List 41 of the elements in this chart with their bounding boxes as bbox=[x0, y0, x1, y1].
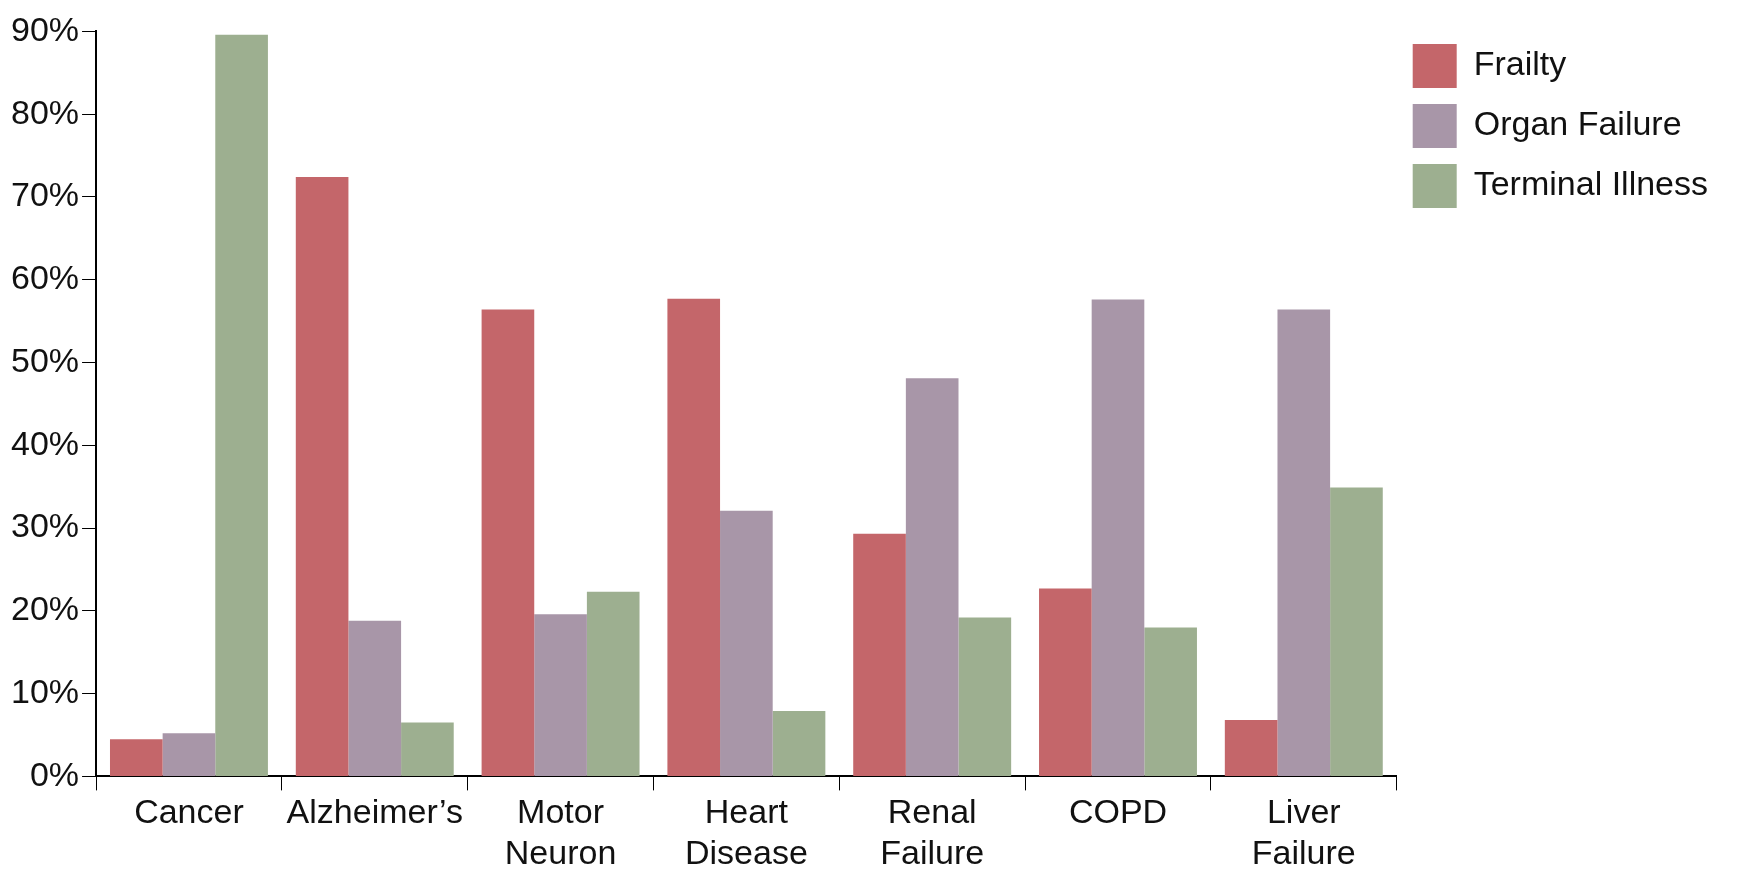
bar bbox=[1039, 588, 1092, 776]
x-tick-label: COPD bbox=[1068, 792, 1168, 831]
bar bbox=[295, 177, 349, 776]
bar bbox=[348, 620, 402, 776]
x-tick-label: Liver Failure bbox=[1251, 792, 1356, 871]
bar bbox=[109, 739, 163, 776]
legend-label: Frailty bbox=[1473, 44, 1567, 83]
bar bbox=[162, 733, 216, 776]
y-tick-label: 90% bbox=[10, 9, 80, 48]
bar bbox=[215, 34, 268, 776]
bar bbox=[586, 591, 640, 776]
bar bbox=[401, 722, 454, 776]
y-tick-label: 80% bbox=[10, 92, 80, 131]
bar bbox=[481, 309, 535, 776]
bar bbox=[720, 510, 773, 776]
y-tick-label: 10% bbox=[10, 672, 80, 710]
x-tick-label: Cancer bbox=[134, 792, 244, 831]
y-tick-label: 30% bbox=[10, 506, 80, 545]
bar bbox=[1144, 627, 1197, 776]
y-tick-label: 0% bbox=[29, 754, 80, 793]
y-tick-label: 40% bbox=[10, 423, 80, 462]
x-tick-label: Alzheimer’s bbox=[286, 792, 463, 831]
bar bbox=[667, 298, 721, 776]
bar bbox=[1277, 309, 1331, 776]
y-tick-label: 70% bbox=[10, 175, 80, 214]
legend-label: Terminal Illness bbox=[1473, 164, 1709, 203]
bar bbox=[905, 378, 959, 776]
bar bbox=[1091, 299, 1145, 776]
bar bbox=[534, 614, 587, 776]
legend-label: Organ Failure bbox=[1473, 104, 1682, 143]
x-tick-label: Renal Failure bbox=[880, 792, 985, 871]
x-tick-label: Motor Neuron bbox=[504, 792, 617, 871]
bar bbox=[772, 711, 826, 776]
x-tick-label: Heart Disease bbox=[684, 792, 808, 871]
y-tick-label: 20% bbox=[10, 589, 80, 628]
bar bbox=[853, 533, 906, 776]
bar bbox=[1224, 720, 1278, 776]
y-tick-label: 50% bbox=[10, 340, 80, 379]
bar bbox=[958, 617, 1012, 776]
bar bbox=[1330, 487, 1383, 776]
y-tick-label: 60% bbox=[10, 258, 80, 297]
